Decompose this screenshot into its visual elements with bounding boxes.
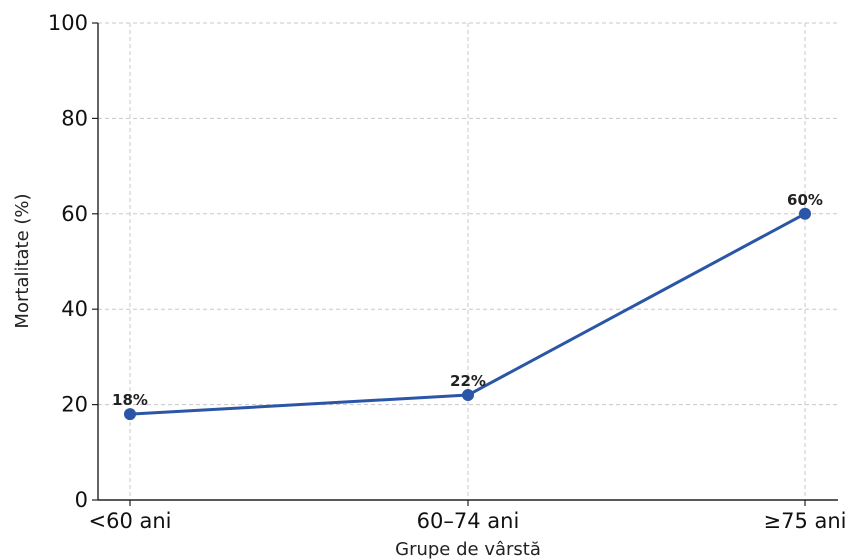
data-point [462, 389, 474, 402]
y-tick-label: 80 [61, 106, 88, 130]
y-tick-label: 100 [48, 11, 88, 35]
x-ticks: <60 ani 60–74 ani ≥75 ani [88, 500, 847, 533]
y-tick-label: 60 [61, 202, 88, 226]
y-ticks: 0 20 40 60 80 100 [48, 11, 98, 512]
data-label: 18% [112, 391, 148, 409]
grid [98, 22, 838, 500]
x-tick-label: <60 ani [88, 509, 171, 533]
data-labels: 18% 22% 60% [112, 191, 823, 409]
data-label: 22% [450, 372, 486, 390]
y-tick-label: 20 [61, 393, 88, 417]
y-tick-label: 40 [61, 297, 88, 321]
x-tick-label: ≥75 ani [763, 509, 846, 533]
y-tick-label: 0 [75, 488, 88, 512]
data-point [799, 207, 811, 220]
y-axis-title: Mortalitate (%) [12, 193, 33, 328]
series [124, 207, 811, 421]
data-label: 60% [787, 191, 823, 209]
x-axis-title: Grupe de vârstă [395, 539, 541, 560]
x-tick-label: 60–74 ani [417, 509, 520, 533]
data-point [124, 408, 136, 421]
